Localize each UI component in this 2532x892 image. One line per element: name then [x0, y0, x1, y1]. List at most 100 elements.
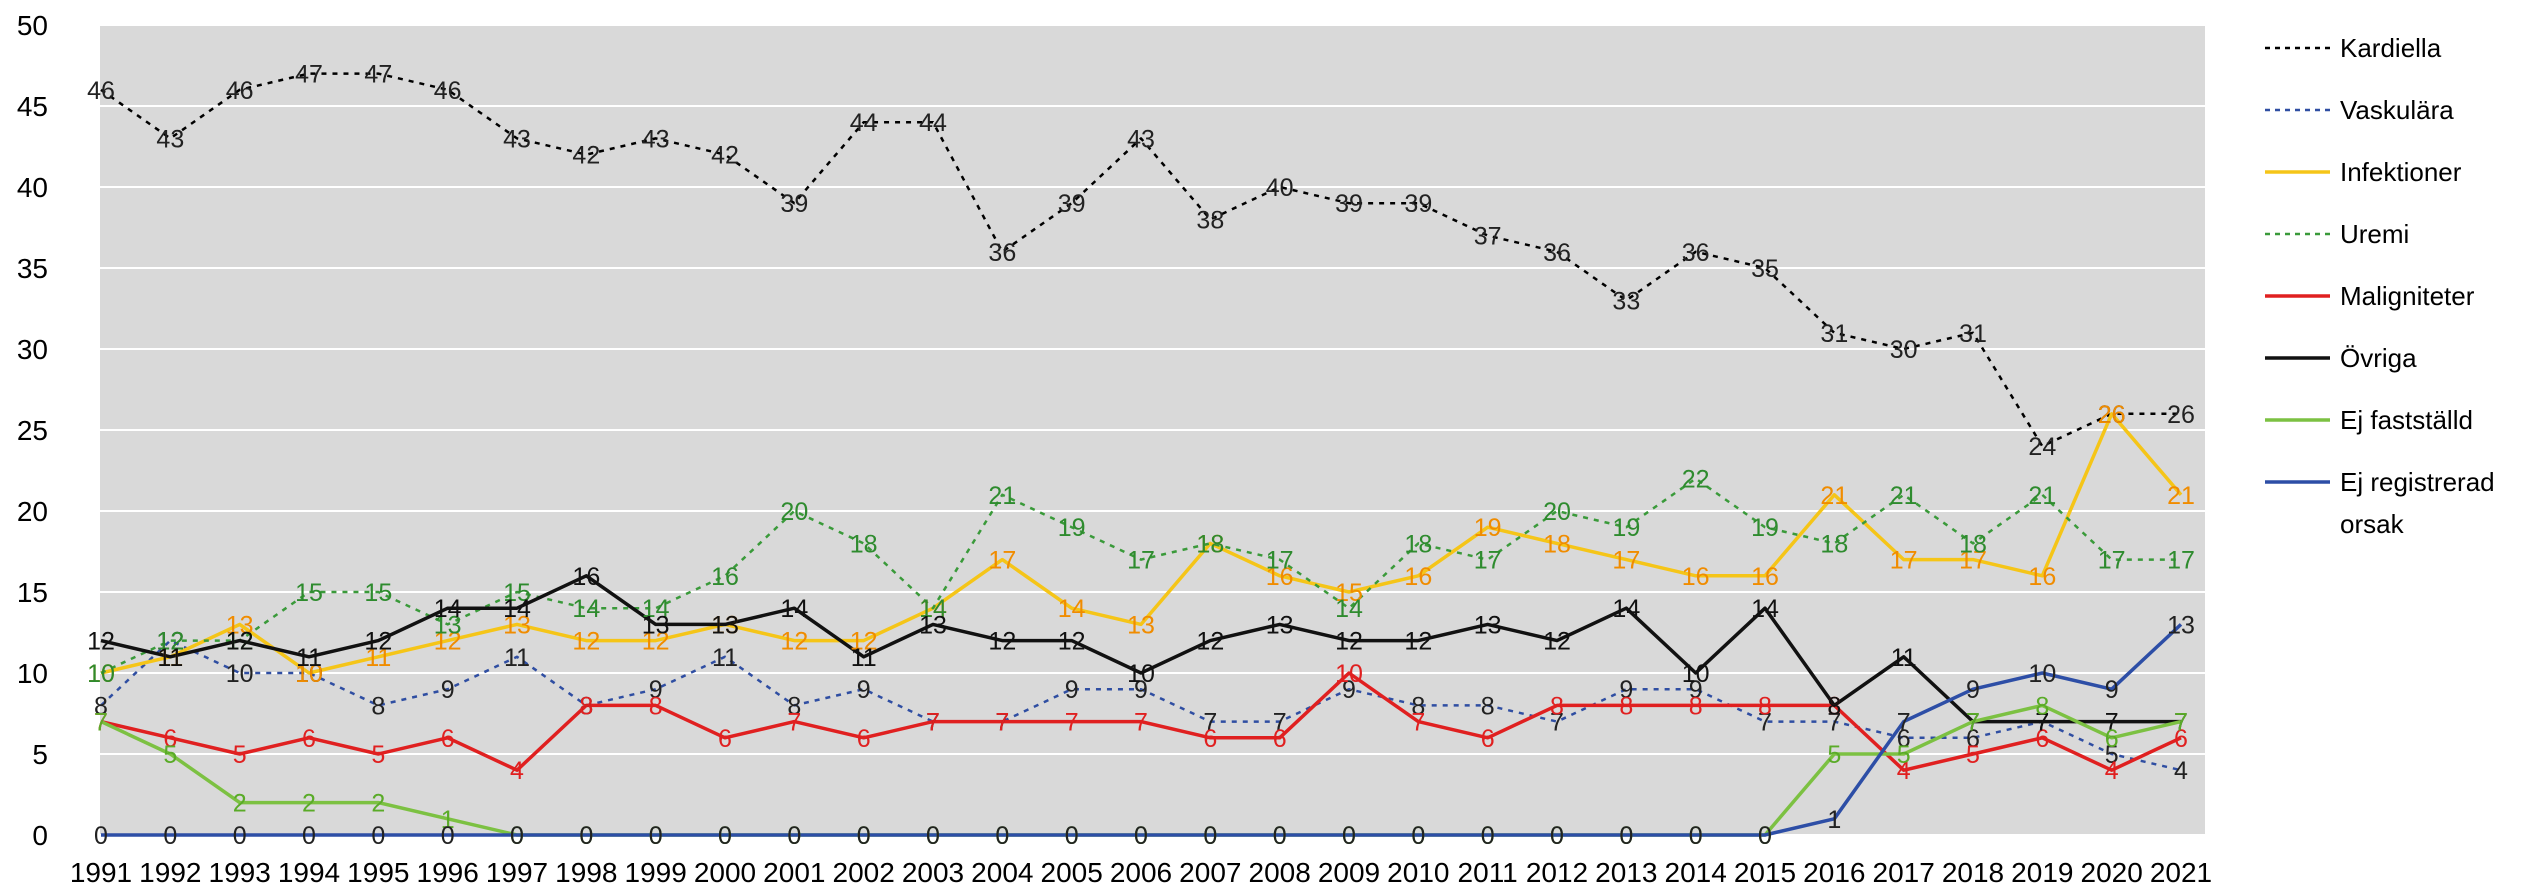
series-line-infektioner — [100, 412, 2183, 675]
data-label: 0 — [1134, 822, 1148, 850]
data-label: 18 — [850, 530, 878, 558]
data-label: 0 — [1273, 822, 1287, 850]
x-tick-label: 2020 — [2081, 857, 2143, 888]
data-label: 7 — [926, 709, 940, 737]
data-label: 0 — [371, 822, 385, 850]
data-label: 0 — [1203, 822, 1217, 850]
data-label: 0 — [857, 822, 871, 850]
data-label: 6 — [2174, 725, 2188, 753]
data-label: 0 — [1619, 822, 1633, 850]
data-label: 14 — [1751, 595, 1779, 623]
data-label: 7 — [995, 709, 1009, 737]
data-label: 9 — [649, 676, 663, 704]
data-label: 0 — [1065, 822, 1079, 850]
data-label: 44 — [919, 109, 947, 137]
data-label: 42 — [572, 142, 600, 170]
data-label: 6 — [1273, 725, 1287, 753]
legend-label: Vaskulära — [2340, 95, 2454, 125]
data-label: 21 — [2167, 482, 2195, 510]
x-tick-label: 1999 — [625, 857, 687, 888]
data-label: 12 — [226, 628, 254, 656]
data-label: 0 — [1481, 822, 1495, 850]
x-tick-label: 2009 — [1318, 857, 1380, 888]
data-label: 14 — [1058, 595, 1086, 623]
data-label: 11 — [296, 644, 322, 672]
data-label: 7 — [1273, 709, 1287, 737]
data-label: 0 — [1758, 822, 1772, 850]
x-tick-label: 2021 — [2150, 857, 2212, 888]
data-label: 0 — [718, 822, 732, 850]
data-label: 0 — [995, 822, 1009, 850]
x-tick-label: 1994 — [278, 857, 340, 888]
data-label: 0 — [718, 822, 732, 850]
x-tick-label: 2011 — [1458, 857, 1518, 888]
data-label: 6 — [2035, 725, 2049, 753]
data-label: 16 — [1751, 563, 1779, 591]
y-tick-label: 30 — [17, 334, 48, 365]
data-label: 21 — [2028, 482, 2056, 510]
data-label: 17 — [1959, 547, 1987, 575]
x-tick-label: 1992 — [139, 857, 201, 888]
data-label: 5 — [1897, 741, 1911, 769]
x-tick-label: 1998 — [555, 857, 617, 888]
data-label: 46 — [87, 77, 115, 105]
y-tick-label: 0 — [32, 820, 48, 851]
data-label: 4 — [510, 757, 524, 785]
data-label: 0 — [1273, 822, 1287, 850]
x-tick-label: 2003 — [902, 857, 964, 888]
legend-label: Övriga — [2340, 343, 2417, 373]
x-tick-label: 2012 — [1526, 857, 1588, 888]
data-label: 6 — [1481, 725, 1495, 753]
data-label: 10 — [87, 660, 115, 688]
data-label: 17 — [1266, 547, 1294, 575]
data-label: 14 — [919, 595, 947, 623]
x-tick-label: 1991 — [70, 857, 132, 888]
data-label: 14 — [503, 595, 531, 623]
data-label: 12 — [850, 628, 878, 656]
data-label: 5 — [1827, 741, 1841, 769]
data-label: 0 — [510, 822, 524, 850]
data-label: 6 — [1897, 725, 1911, 753]
data-label: 0 — [1689, 822, 1703, 850]
data-label: 4 — [2174, 757, 2188, 785]
data-label: 10 — [1335, 660, 1363, 688]
data-label: 19 — [1612, 514, 1640, 542]
x-tick-label: 2007 — [1179, 857, 1241, 888]
data-label: 39 — [780, 190, 808, 218]
data-label: 16 — [1266, 563, 1294, 591]
data-label: 12 — [1543, 628, 1571, 656]
data-label: 11 — [851, 644, 877, 672]
data-label: 15 — [364, 579, 392, 607]
x-tick-label: 1997 — [486, 857, 548, 888]
data-label: 9 — [1134, 676, 1148, 704]
data-label: 9 — [441, 676, 455, 704]
data-label: 0 — [510, 822, 524, 850]
data-label: 36 — [988, 239, 1016, 267]
x-tick-label: 2019 — [2011, 857, 2073, 888]
data-label: 8 — [2035, 692, 2049, 720]
data-label: 18 — [1959, 530, 1987, 558]
data-label: 21 — [1890, 482, 1918, 510]
data-label: 12 — [156, 628, 184, 656]
data-label: 12 — [434, 628, 462, 656]
x-tick-label: 2008 — [1249, 857, 1311, 888]
x-tick-label: 2017 — [1873, 857, 1935, 888]
series-line-övriga — [100, 574, 2181, 724]
data-label: 9 — [1689, 676, 1703, 704]
data-label: 0 — [1203, 822, 1217, 850]
data-label: 9 — [2105, 676, 2119, 704]
data-label: 12 — [156, 628, 184, 656]
x-tick-label: 2005 — [1041, 857, 1103, 888]
x-tick-label: 2014 — [1665, 857, 1727, 888]
data-label: 39 — [1335, 190, 1363, 218]
data-label: 0 — [94, 822, 108, 850]
data-label: 5 — [163, 741, 177, 769]
data-label: 17 — [1474, 547, 1502, 575]
data-label: 19 — [1474, 514, 1502, 542]
data-label: 8 — [579, 692, 593, 720]
data-label: 8 — [1827, 692, 1841, 720]
data-label: 0 — [441, 822, 455, 850]
data-label: 7 — [2105, 709, 2119, 737]
x-tick-label: 2006 — [1110, 857, 1172, 888]
